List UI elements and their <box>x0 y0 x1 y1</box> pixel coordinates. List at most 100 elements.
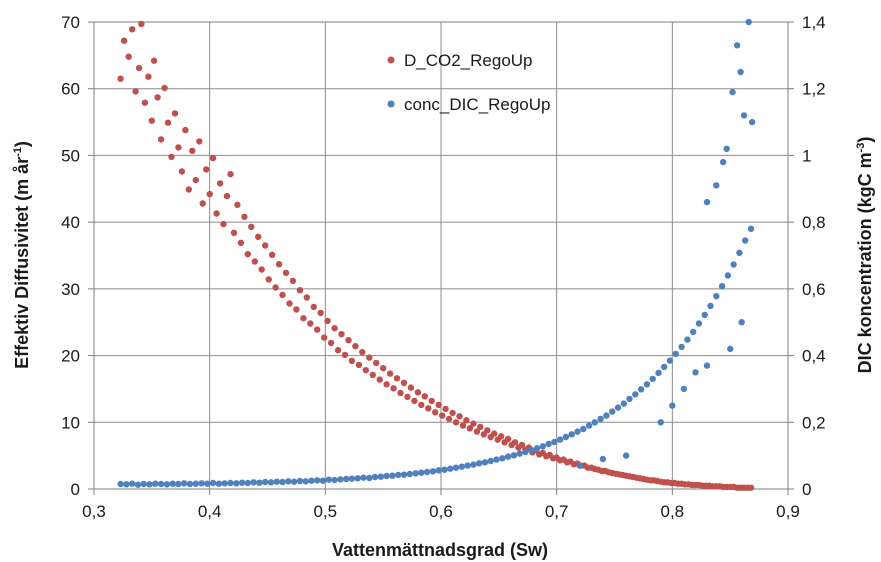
point-conc-dic <box>740 112 748 119</box>
point-d-co2 <box>414 389 422 396</box>
point-conc-dic <box>181 480 188 487</box>
y-axis-right-title: DIC koncentration (kgC m-3) <box>855 137 875 374</box>
point-conc-dic <box>597 415 604 423</box>
point-d-co2 <box>397 389 404 397</box>
point-conc-dic <box>599 455 607 463</box>
point-conc-dic <box>395 471 402 479</box>
point-conc-dic <box>649 375 656 383</box>
point-conc-dic <box>701 311 708 319</box>
point-conc-dic <box>285 478 292 485</box>
legend-marker-conc-dic <box>387 100 395 108</box>
point-conc-dic <box>406 470 413 478</box>
point-conc-dic <box>680 385 688 393</box>
point-d-co2 <box>213 210 220 217</box>
point-d-co2 <box>518 441 526 449</box>
x-tick-label: 0,4 <box>198 502 222 521</box>
point-conc-dic <box>389 472 396 479</box>
point-conc-dic <box>703 362 711 369</box>
point-conc-dic <box>279 478 286 486</box>
point-conc-dic <box>209 479 217 487</box>
point-conc-dic <box>412 470 419 477</box>
point-d-co2 <box>216 180 224 187</box>
point-conc-dic <box>175 480 182 488</box>
point-d-co2 <box>206 190 213 198</box>
point-conc-dic <box>730 261 737 268</box>
y-left-tick-label: 30 <box>61 280 80 299</box>
point-d-co2 <box>383 381 390 388</box>
point-d-co2 <box>442 405 449 413</box>
point-d-co2 <box>477 423 484 431</box>
x-tick-label: 0,5 <box>314 502 338 521</box>
point-d-co2 <box>148 117 155 124</box>
point-d-co2 <box>456 413 463 420</box>
point-d-co2 <box>203 166 210 173</box>
point-d-co2 <box>296 287 304 294</box>
point-d-co2 <box>310 303 317 311</box>
point-d-co2 <box>463 417 470 424</box>
point-conc-dic <box>622 452 630 459</box>
x-tick-label: 0,8 <box>661 502 685 521</box>
point-d-co2 <box>432 409 439 416</box>
point-d-co2 <box>234 201 241 208</box>
point-conc-dic <box>314 477 321 484</box>
point-conc-dic <box>192 480 199 487</box>
y-right-title-suffix: ) <box>855 137 875 143</box>
point-conc-dic <box>626 395 633 403</box>
point-conc-dic <box>129 480 136 487</box>
point-conc-dic <box>745 18 752 26</box>
point-d-co2 <box>251 258 258 265</box>
point-conc-dic <box>678 343 685 351</box>
point-d-co2 <box>747 484 755 491</box>
point-conc-dic <box>325 476 332 483</box>
point-conc-dic <box>585 422 593 429</box>
point-d-co2 <box>157 136 165 143</box>
y-left-title-prefix: Effektiv Diffusivitet (m år <box>12 157 32 369</box>
point-conc-dic <box>522 448 529 456</box>
point-conc-dic <box>736 249 743 256</box>
point-d-co2 <box>369 371 376 379</box>
y-right-tick-label: 1,4 <box>802 13 826 32</box>
point-conc-dic <box>591 419 598 426</box>
y-left-title-suffix: ) <box>12 141 32 147</box>
point-conc-dic <box>423 468 431 476</box>
plot-area-border <box>93 21 789 490</box>
point-d-co2 <box>255 233 262 240</box>
point-d-co2 <box>327 339 335 347</box>
point-conc-dic <box>707 302 714 310</box>
point-d-co2 <box>345 337 352 344</box>
point-conc-dic <box>400 471 408 478</box>
point-conc-dic <box>692 369 699 376</box>
point-d-co2 <box>182 126 189 134</box>
y-left-title-sup: -1 <box>12 147 24 157</box>
point-conc-dic <box>733 42 741 49</box>
point-conc-dic <box>464 462 471 469</box>
point-d-co2 <box>452 419 460 426</box>
point-d-co2 <box>418 401 425 409</box>
point-d-co2 <box>125 53 132 60</box>
point-conc-dic <box>655 369 662 377</box>
y-left-tick-label: 50 <box>61 146 80 165</box>
point-conc-dic <box>262 478 269 486</box>
point-conc-dic <box>632 391 639 398</box>
point-conc-dic <box>539 443 546 450</box>
point-conc-dic <box>198 480 205 487</box>
y-axis-left-title: Effektiv Diffusivitet (m år-1) <box>12 141 32 369</box>
point-d-co2 <box>168 153 175 160</box>
y-left-tick-label: 70 <box>61 13 80 32</box>
point-conc-dic <box>657 419 664 426</box>
y-right-tick-label: 1,2 <box>802 80 826 99</box>
point-d-co2 <box>404 393 411 401</box>
point-d-co2 <box>223 192 231 200</box>
point-conc-dic <box>609 408 616 415</box>
point-d-co2 <box>272 284 279 291</box>
point-conc-dic <box>377 473 385 480</box>
point-d-co2 <box>425 405 432 412</box>
point-conc-dic <box>669 402 676 409</box>
point-d-co2 <box>355 361 363 369</box>
point-conc-dic <box>360 474 367 481</box>
point-d-co2 <box>199 200 206 207</box>
point-conc-dic <box>661 363 668 371</box>
point-d-co2 <box>376 376 383 383</box>
point-conc-dic <box>244 479 251 487</box>
point-conc-dic <box>435 467 442 474</box>
